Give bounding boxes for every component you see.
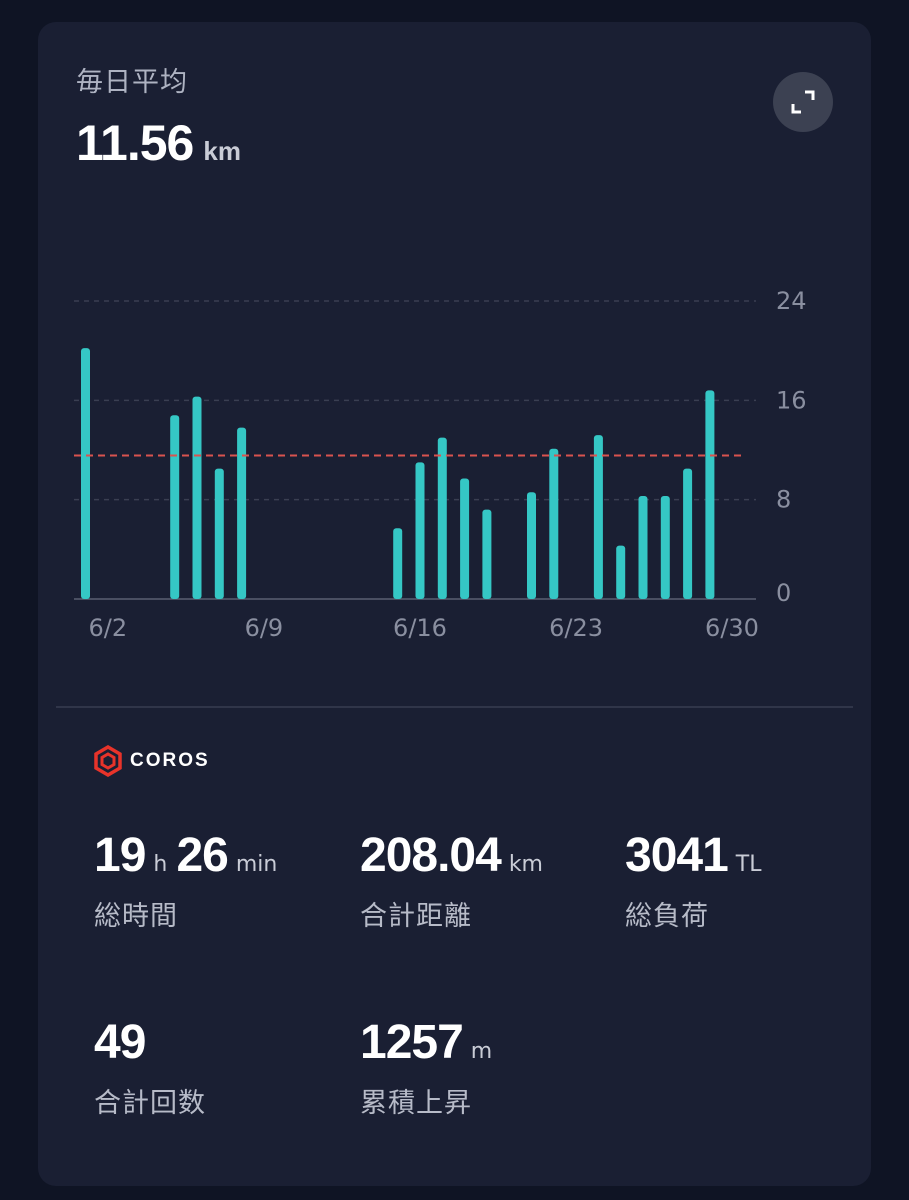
stat-total-load: 3041 TL 総負荷 <box>625 832 765 933</box>
bar-day-7 <box>214 468 224 599</box>
stat-load-value: 3041 <box>625 829 729 882</box>
bar-day-17 <box>437 437 447 599</box>
stat-minutes-unit: min <box>235 852 278 877</box>
stat-distance-value: 208.04 <box>360 829 502 882</box>
expand-icon <box>791 90 815 114</box>
bar-day-25 <box>616 545 626 599</box>
bar-day-6 <box>192 396 202 599</box>
average-label: 毎日平均 <box>76 67 188 98</box>
coros-brand: COROS <box>92 745 210 777</box>
daily-distance-bar-chart: 0 8 16 24 6/2 6/9 6/16 6/23 6/30 <box>74 287 807 642</box>
bar-day-22 <box>549 448 559 599</box>
coros-wordmark: COROS <box>130 750 210 771</box>
stat-count-value: 49 <box>94 1016 146 1069</box>
stat-total-count-label: 合計回数 <box>94 1088 206 1119</box>
x-tick-label: 6/23 <box>549 614 603 642</box>
stat-hours-unit: h <box>153 852 168 877</box>
bar-day-21 <box>527 492 536 599</box>
stat-minutes-value: 26 <box>176 829 228 882</box>
stat-total-time: 19 h 26 min 総時間 <box>94 832 281 933</box>
expand-button[interactable] <box>773 72 833 132</box>
stat-load-unit: TL <box>735 852 762 877</box>
bar-day-29 <box>705 390 715 599</box>
x-tick-label: 6/9 <box>245 614 284 642</box>
bar-day-1 <box>81 348 90 599</box>
stat-total-count: 49 合計回数 <box>94 1019 206 1120</box>
bar-day-27 <box>660 495 670 599</box>
stat-total-ascent-label: 累積上昇 <box>360 1088 472 1119</box>
bar-day-18 <box>460 478 470 599</box>
stat-ascent-unit: m <box>470 1039 493 1064</box>
bar-day-28 <box>683 468 693 599</box>
y-tick-label: 0 <box>776 579 791 607</box>
stat-total-ascent: 1257 m 累積上昇 <box>360 1019 496 1120</box>
bar-day-16 <box>415 462 425 599</box>
coros-hexagon-logo <box>94 745 122 777</box>
average-value-line: 11.56 km <box>76 114 241 172</box>
bar-day-19 <box>482 509 492 599</box>
y-tick-label: 24 <box>776 287 807 315</box>
y-tick-label: 8 <box>776 486 791 514</box>
average-value: 11.56 <box>76 115 194 171</box>
stat-ascent-value: 1257 <box>360 1016 464 1069</box>
divider <box>56 706 853 708</box>
average-unit: km <box>203 136 241 166</box>
bar-day-15 <box>393 528 403 599</box>
stat-total-time-label: 総時間 <box>94 901 178 932</box>
stat-total-distance-label: 合計距離 <box>360 901 472 932</box>
bar-day-24 <box>593 435 603 599</box>
stat-distance-unit: km <box>508 852 543 877</box>
x-tick-label: 6/30 <box>705 614 759 642</box>
daily-average-card: 毎日平均 11.56 km 0 8 16 24 6/2 6/9 6/16 6/23 6/30 CO… <box>38 22 871 1186</box>
bar-day-8 <box>237 427 247 599</box>
stat-total-load-label: 総負荷 <box>625 901 709 932</box>
stat-hours-value: 19 <box>94 829 146 882</box>
bar-day-5 <box>170 415 180 599</box>
x-tick-label: 6/16 <box>393 614 447 642</box>
bar-day-26 <box>638 495 648 599</box>
stat-total-distance: 208.04 km 合計距離 <box>360 832 547 933</box>
x-tick-label: 6/2 <box>88 614 127 642</box>
y-tick-label: 16 <box>776 386 807 414</box>
